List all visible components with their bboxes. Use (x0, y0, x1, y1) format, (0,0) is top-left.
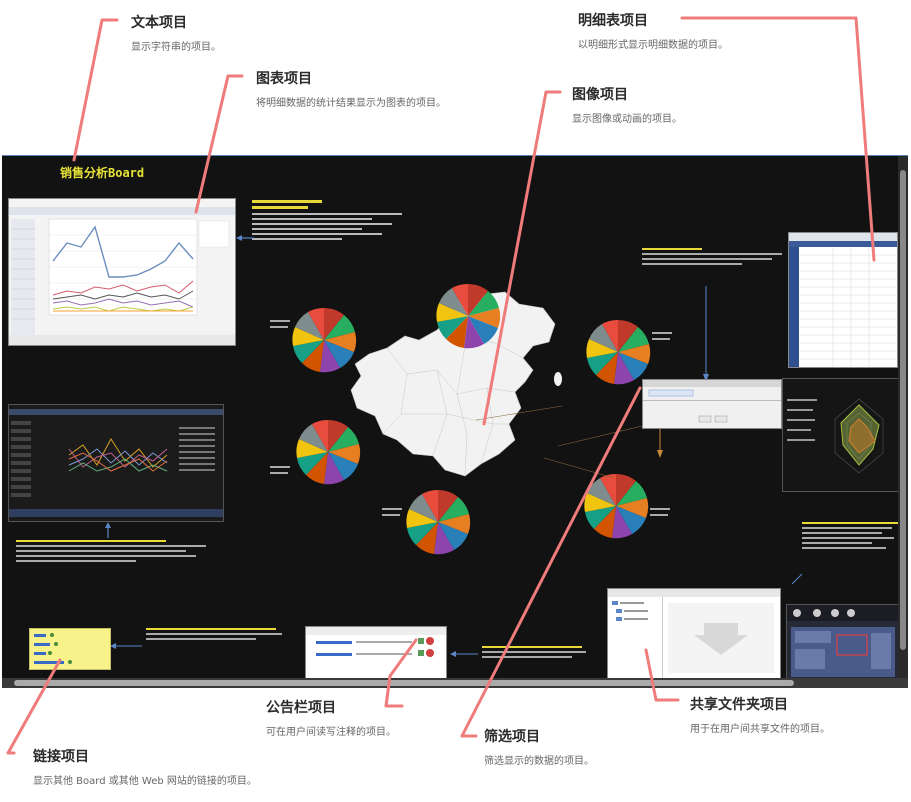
callout-shared-folder-item-desc: 用于在用户间共享文件的项目。 (690, 724, 830, 735)
arrow-to-chart (236, 235, 254, 241)
bulletin-note (482, 646, 592, 668)
china-map-image (350, 287, 556, 477)
callout-chart-item: 图表项目 将明细数据的统计结果显示为图表的项目。 (256, 68, 446, 109)
callout-text-item: 文本项目 显示字符串的项目。 (131, 12, 221, 53)
callout-image-item-title: 图像项目 (572, 87, 628, 103)
callout-bulletin-item-desc: 可在用户间读写注释的项目。 (266, 727, 396, 738)
board-title: 销售分析Board (60, 166, 145, 180)
leader-shared-folder-item (644, 648, 680, 702)
radar-chart-graphic (787, 398, 884, 474)
dark-chart-note (16, 540, 216, 566)
arrow-up-from-note (105, 522, 111, 538)
shared-folder-panel (607, 588, 781, 680)
link-note (146, 628, 286, 650)
shared-folder-graphic (608, 589, 780, 679)
line-chart-graphic (9, 199, 235, 345)
leader-image-item (482, 90, 562, 426)
radar-note (802, 522, 898, 562)
callout-detail-item: 明细表项目 以明细形式显示明细数据的项目。 (578, 10, 728, 51)
callout-image-item-desc: 显示图像或动画的项目。 (572, 114, 682, 125)
callout-link-item-title: 链接项目 (33, 749, 89, 765)
leader-detail-item (680, 16, 876, 262)
callout-detail-item-title: 明细表项目 (578, 13, 648, 29)
leader-text-item (72, 18, 119, 162)
board-horizontal-scrollbar[interactable] (2, 678, 908, 688)
callout-filter-item: 筛选项目 筛选显示的数据的项目。 (484, 726, 594, 767)
link-panel (29, 628, 111, 670)
callout-link-item: 链接项目 显示其他 Board 或其他 Web 网站的链接的项目。 (33, 746, 257, 787)
chart-description-note (252, 200, 402, 244)
callout-chart-item-title: 图表项目 (256, 71, 312, 87)
line-chart-panel (8, 198, 236, 346)
callout-text-item-desc: 显示字符串的项目。 (131, 42, 221, 53)
bulletin-board-panel (305, 626, 447, 680)
board-screenshot: 销售分析Board (2, 155, 908, 688)
board-vertical-scrollbar[interactable] (898, 156, 908, 678)
leader-link-item (6, 658, 62, 755)
callout-text-item-title: 文本项目 (131, 15, 187, 31)
leader-filter-item (460, 386, 642, 738)
pie-charts-layer (110, 283, 803, 657)
callout-filter-item-title: 筛选项目 (484, 729, 540, 745)
callout-link-item-desc: 显示其他 Board 或其他 Web 网站的链接的项目。 (33, 776, 257, 787)
detail-table-graphic (789, 233, 897, 367)
callout-bulletin-item: 公告栏项目 可在用户间读写注释的项目。 (266, 697, 396, 738)
callout-shared-folder-item: 共享文件夹项目 用于在用户间共享文件的项目。 (690, 694, 830, 735)
navigator-widget (786, 604, 900, 682)
callout-image-item: 图像项目 显示图像或动画的项目。 (572, 84, 682, 125)
radar-chart-panel (782, 378, 900, 492)
callout-chart-item-desc: 将明细数据的统计结果显示为图表的项目。 (256, 98, 446, 109)
taiwan-island (554, 372, 562, 386)
callout-detail-item-desc: 以明细形式显示明细数据的项目。 (578, 40, 728, 51)
callout-shared-folder-item-title: 共享文件夹项目 (690, 697, 788, 713)
callout-bulletin-item-title: 公告栏项目 (266, 700, 336, 716)
leader-bulletin-item (384, 638, 418, 708)
callout-filter-item-desc: 筛选显示的数据的项目。 (484, 756, 594, 767)
filter-dialog-panel (642, 379, 782, 429)
leader-chart-item (194, 74, 244, 214)
map-note (642, 248, 792, 270)
dark-line-chart-graphic (9, 409, 223, 517)
detail-table-panel (788, 232, 898, 368)
dark-line-chart-panel (8, 404, 224, 522)
